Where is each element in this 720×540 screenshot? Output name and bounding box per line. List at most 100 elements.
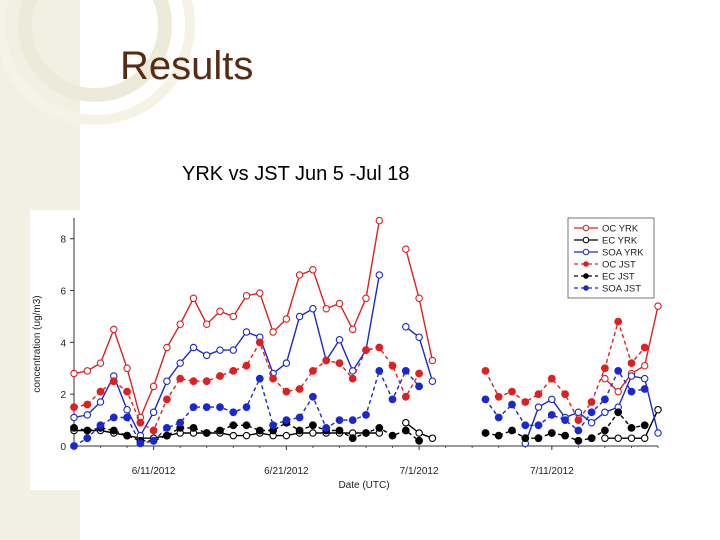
data-point <box>335 426 344 435</box>
data-point <box>627 359 636 368</box>
data-point <box>534 403 543 411</box>
data-point <box>149 382 158 391</box>
data-point <box>163 395 171 404</box>
data-point <box>481 429 490 437</box>
data-point <box>216 372 224 380</box>
data-point <box>70 424 78 432</box>
data-point <box>548 395 556 404</box>
data-point <box>640 361 649 370</box>
data-point <box>163 431 171 440</box>
legend-label: SOA JST <box>602 284 641 295</box>
data-point <box>415 333 423 341</box>
data-point <box>256 289 264 297</box>
data-point <box>70 369 78 378</box>
data-point <box>335 359 344 368</box>
series-oc-yrk <box>70 216 662 422</box>
series-line <box>73 220 380 420</box>
data-point <box>109 377 118 386</box>
data-point <box>481 395 490 404</box>
data-point <box>494 392 503 401</box>
data-point <box>601 426 609 435</box>
series-layer <box>70 216 662 450</box>
y-tick-label: 4 <box>60 338 66 349</box>
data-point <box>587 408 596 417</box>
data-point <box>508 387 516 396</box>
data-point <box>189 294 198 303</box>
data-point <box>415 382 424 391</box>
data-point <box>654 429 662 437</box>
data-point <box>415 436 424 445</box>
data-point <box>627 424 636 432</box>
y-tick-label: 8 <box>60 235 66 246</box>
data-point <box>255 374 264 383</box>
data-point <box>176 374 185 383</box>
data-point <box>362 411 370 419</box>
legend-label: SOA YRK <box>602 248 644 259</box>
data-point <box>216 403 224 412</box>
legend-marker <box>583 261 589 267</box>
data-point <box>123 431 131 440</box>
data-point <box>189 424 198 432</box>
data-point <box>534 390 543 399</box>
series-line <box>405 248 434 361</box>
data-point <box>521 434 530 443</box>
data-point <box>574 436 583 445</box>
data-point <box>601 374 609 383</box>
corner-ring-decoration <box>0 0 195 125</box>
data-point <box>176 320 184 328</box>
data-point <box>229 431 238 440</box>
data-point <box>402 418 410 427</box>
x-tick-label: 7/11/2012 <box>530 466 574 477</box>
data-point <box>242 421 251 430</box>
data-point <box>309 392 317 401</box>
data-point <box>322 304 330 313</box>
data-point <box>601 395 609 404</box>
x-tick-label: 6/21/2012 <box>264 466 309 477</box>
data-point <box>309 429 317 437</box>
data-point <box>295 312 304 321</box>
data-point <box>123 364 131 373</box>
data-point <box>640 421 649 430</box>
series-line <box>74 429 380 439</box>
data-point <box>309 367 317 375</box>
data-point <box>587 418 596 427</box>
series-soa-jst <box>70 367 649 450</box>
data-point <box>83 400 92 409</box>
data-point <box>401 367 410 375</box>
data-point <box>269 421 278 430</box>
data-point <box>110 325 118 334</box>
data-point <box>282 315 291 323</box>
data-point <box>428 434 437 442</box>
data-point <box>83 434 92 443</box>
data-point <box>521 421 530 430</box>
data-point <box>587 398 596 406</box>
data-point <box>375 271 384 279</box>
data-point <box>574 426 583 435</box>
data-point <box>295 426 304 435</box>
data-point <box>601 408 609 417</box>
x-tick-label: 6/11/2012 <box>132 466 176 477</box>
data-point <box>176 359 184 367</box>
data-point <box>388 361 397 370</box>
data-point <box>362 346 370 355</box>
data-point <box>70 442 78 450</box>
data-point <box>401 426 410 435</box>
data-point <box>547 411 556 419</box>
data-point <box>96 398 105 406</box>
data-point <box>521 398 530 406</box>
data-point <box>309 304 317 313</box>
data-point <box>163 424 171 432</box>
legend-marker <box>583 285 589 291</box>
chart-subtitle: YRK vs JST Jun 5 -Jul 18 <box>182 163 410 185</box>
y-tick-label: 0 <box>60 442 66 453</box>
x-tick-label: 7/1/2012 <box>400 466 439 477</box>
data-point <box>428 356 437 365</box>
data-point <box>614 434 622 442</box>
data-point <box>202 320 211 328</box>
data-point <box>388 395 397 404</box>
data-point <box>229 312 238 321</box>
data-point <box>561 390 569 399</box>
data-point <box>255 426 264 435</box>
series-line <box>73 274 380 438</box>
data-point <box>96 359 105 367</box>
